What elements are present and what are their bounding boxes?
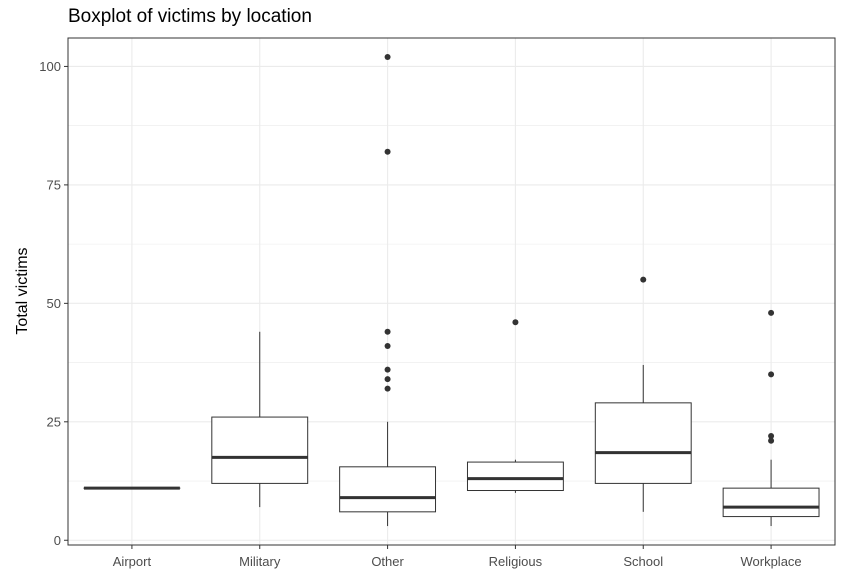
outlier-point	[768, 309, 775, 316]
outlier-point	[768, 433, 775, 440]
x-tick-label: Religious	[489, 554, 543, 569]
chart-title: Boxplot of victims by location	[68, 6, 312, 27]
box-iqr	[594, 402, 692, 484]
x-tick-label: Military	[239, 554, 281, 569]
box-group-workplace	[722, 309, 820, 527]
box-group-school	[594, 276, 692, 512]
y-tick-label: 25	[47, 414, 61, 429]
box-group-military	[211, 331, 309, 508]
outlier-point	[384, 328, 391, 335]
x-tick-label: Other	[371, 554, 404, 569]
outlier-point	[768, 371, 775, 378]
outlier-point	[640, 276, 647, 283]
box-iqr	[339, 466, 437, 513]
outlier-point	[384, 148, 391, 155]
x-tick-label: Airport	[113, 554, 152, 569]
y-tick-label: 0	[54, 533, 61, 548]
outlier-point	[384, 385, 391, 392]
y-tick-label: 50	[47, 296, 61, 311]
box-group-religious	[466, 319, 564, 493]
y-tick-label: 75	[47, 177, 61, 192]
box-iqr	[466, 461, 564, 492]
box-iqr	[211, 416, 309, 484]
outlier-point	[384, 366, 391, 373]
box-iqr	[722, 487, 820, 518]
box-layer	[83, 53, 820, 527]
outlier-point	[384, 53, 391, 60]
y-axis-title: Total victims	[14, 247, 31, 334]
axis-layer: 0 25 50 75 100 Airport Military Other Religious S…	[39, 59, 801, 569]
x-tick-label: School	[623, 554, 663, 569]
outlier-point	[384, 376, 391, 383]
outlier-point	[768, 437, 775, 444]
grid-layer	[68, 38, 835, 545]
y-tick-label: 100	[39, 59, 61, 74]
box-group-other	[339, 53, 437, 527]
panel-border	[67, 37, 836, 546]
outlier-point	[384, 342, 391, 349]
x-tick-label: Workplace	[740, 554, 801, 569]
outlier-point	[512, 319, 519, 326]
